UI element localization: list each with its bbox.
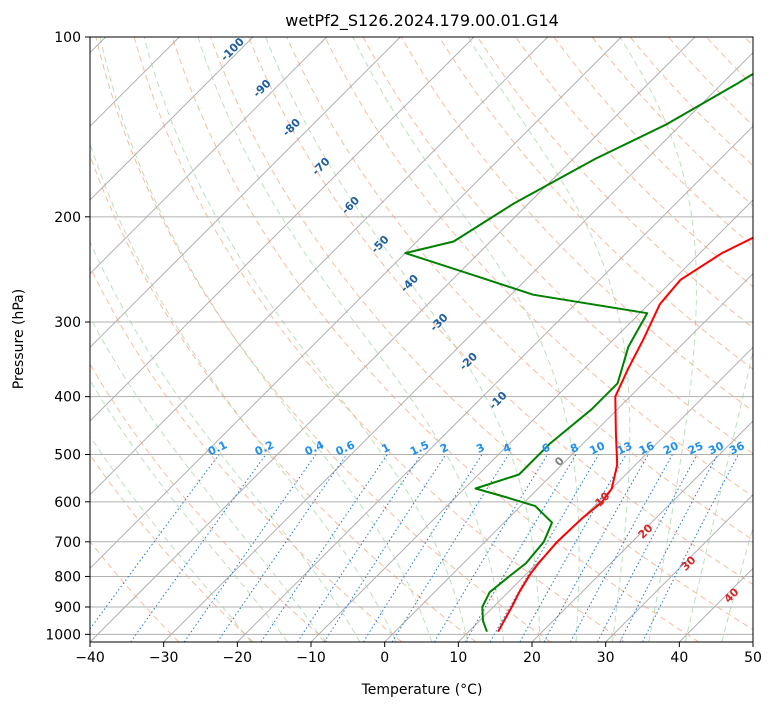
chart-title: wetPf2_S126.2024.179.00.01.G14	[285, 11, 559, 31]
moist-adiabat-line	[90, 379, 289, 642]
y-tick-label: 500	[54, 448, 81, 464]
isotherm-line	[163, 51, 753, 642]
mixing-ratio-label: 20	[661, 439, 681, 457]
moist-adiabat-line	[265, 37, 541, 642]
y-tick-label: 900	[54, 600, 81, 616]
y-axis-label: Pressure (hPa)	[11, 289, 27, 389]
mixing-ratio-line	[297, 454, 422, 642]
isotherm-line	[90, 37, 475, 422]
mixing-ratio-label: 10	[588, 439, 608, 457]
moist-adiabat-line	[197, 37, 505, 642]
isotherm-line	[90, 37, 622, 570]
isotherm-line	[310, 199, 753, 642]
mixing-ratio-label: 25	[686, 439, 705, 457]
dry-adiabat-line	[210, 37, 753, 631]
y-tick-label: 1000	[45, 627, 81, 643]
y-tick-label: 400	[54, 390, 81, 406]
mixing-ratio-line	[464, 454, 577, 642]
moist-adiabat-line	[90, 315, 325, 642]
y-tick-label: 600	[54, 495, 81, 511]
dry-adiabat-line	[438, 37, 753, 370]
isotherm-line	[605, 493, 753, 642]
mixing-ratio-line	[216, 454, 348, 642]
mixing-ratio-line	[519, 454, 627, 642]
x-tick-label: −30	[149, 650, 179, 666]
dry-adiabat-line	[286, 37, 753, 541]
isotherm-line	[90, 37, 401, 349]
mixing-ratio-line	[90, 454, 220, 630]
isotherm-line	[236, 125, 753, 642]
mixing-ratio-line	[569, 454, 673, 642]
moist-adiabat-line	[99, 37, 433, 642]
x-tick-label: 30	[597, 650, 615, 666]
mixing-ratio-lines	[90, 454, 739, 642]
mixing-ratio-line	[489, 454, 600, 642]
y-axis: 100 200 300 400 500 600 700 800 900 1000	[45, 30, 90, 643]
mixing-ratio-label: 13	[615, 439, 634, 457]
mixing-ratio-line	[260, 454, 388, 642]
y-tick-label: 800	[54, 569, 81, 585]
x-tick-label: 50	[744, 650, 762, 666]
x-tick-label: 0	[380, 650, 389, 666]
x-tick-label: 20	[523, 650, 541, 666]
profile-lines	[404, 72, 753, 633]
dry-adiabat-line	[90, 453, 254, 642]
isotherm-line	[90, 37, 254, 201]
moist-adiabat-line	[143, 37, 469, 642]
y-tick-label: 200	[54, 210, 81, 226]
isotherm-line	[531, 420, 753, 642]
moist-adiabat-line	[352, 37, 580, 642]
pressure-gridlines	[90, 37, 753, 635]
mixing-ratio-label: 30	[706, 439, 726, 457]
dry-adiabat-line	[400, 37, 753, 412]
y-tick-label: 700	[54, 535, 81, 551]
mixing-ratio-label: 16	[637, 439, 657, 457]
dry-adiabat-line	[90, 265, 403, 642]
dry-adiabat-line	[90, 154, 477, 642]
dry-adiabat-line	[515, 37, 753, 288]
dry-adiabat-line	[133, 37, 625, 642]
x-tick-label: −10	[296, 650, 326, 666]
moist-adiabat-line	[684, 348, 753, 642]
mixing-ratio-line	[596, 454, 698, 642]
dry-adiabat-line	[95, 37, 551, 642]
moist-adiabat-line	[90, 435, 252, 642]
plot-frame	[89, 36, 754, 643]
dry-adiabat-line	[90, 363, 328, 642]
x-tick-label: −20	[223, 650, 253, 666]
plot-area: 0.1 0.2 0.4 0.6 1 1.5 2 3 4 6 8 10 13 16 20 25 30 36-100-…	[90, 37, 753, 642]
dry-adiabat-line	[324, 37, 753, 498]
isotherm-line	[90, 37, 549, 496]
moist-adiabat-line	[467, 37, 631, 642]
x-axis: −40 −30 −20 −10 0 10 20 30 40 50	[75, 642, 762, 666]
temperature-profile-line	[497, 236, 753, 633]
mixing-ratio-line	[433, 454, 548, 642]
x-tick-label: 10	[449, 650, 467, 666]
x-tick-label: 40	[670, 650, 688, 666]
dry-adiabat-line	[171, 37, 700, 642]
skewed-isotherms	[90, 37, 753, 642]
moist-adiabat-line	[721, 525, 753, 642]
mixing-ratio-line	[130, 454, 267, 642]
isotherm-line	[90, 37, 696, 642]
mixing-ratio-label: 36	[727, 439, 747, 457]
dry-adiabat-line	[477, 37, 753, 329]
mixing-ratio-line	[183, 454, 317, 642]
x-tick-label: −40	[75, 650, 105, 666]
dewpoint-profile-line	[404, 72, 753, 633]
dry-adiabat-line	[362, 37, 753, 455]
mixing-ratio-line	[323, 454, 447, 642]
y-tick-label: 300	[54, 315, 81, 331]
isotherm-line	[90, 37, 328, 275]
y-tick-label: 100	[54, 30, 81, 46]
x-axis-label: Temperature (°C)	[361, 682, 483, 698]
moist-adiabat-line	[619, 37, 697, 642]
isotherm-line	[384, 272, 753, 642]
